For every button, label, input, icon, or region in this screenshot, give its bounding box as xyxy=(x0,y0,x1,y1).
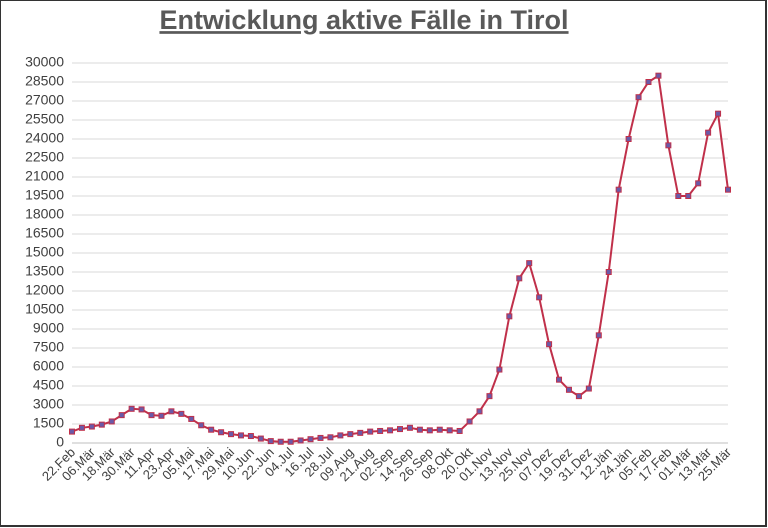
marker xyxy=(615,186,622,193)
marker xyxy=(138,406,145,413)
marker xyxy=(88,423,95,430)
marker xyxy=(476,408,483,415)
marker xyxy=(367,428,374,435)
marker xyxy=(247,433,254,440)
y-tick-label: 27000 xyxy=(25,92,64,108)
y-tick-label: 21000 xyxy=(25,168,64,184)
marker xyxy=(387,427,394,434)
marker xyxy=(357,429,364,436)
marker xyxy=(208,426,215,433)
marker xyxy=(317,434,324,441)
marker xyxy=(456,427,463,434)
marker xyxy=(148,412,155,419)
marker xyxy=(277,438,284,445)
marker xyxy=(466,418,473,425)
marker xyxy=(516,275,523,282)
marker xyxy=(496,366,503,373)
marker xyxy=(635,94,642,101)
marker xyxy=(128,405,135,412)
y-tick-label: 6000 xyxy=(33,358,64,374)
marker xyxy=(675,193,682,199)
y-tick-label: 30000 xyxy=(25,54,64,70)
marker xyxy=(228,431,235,438)
marker xyxy=(108,418,115,425)
marker xyxy=(397,426,403,433)
marker xyxy=(218,429,225,436)
marker xyxy=(715,110,722,117)
y-tick-label: 9000 xyxy=(33,320,64,336)
y-tick-label: 10500 xyxy=(25,301,64,317)
y-tick-label: 1500 xyxy=(33,415,64,431)
marker xyxy=(436,426,443,433)
y-tick-label: 19500 xyxy=(25,187,64,203)
marker xyxy=(426,427,433,434)
marker xyxy=(526,260,533,267)
marker xyxy=(78,424,85,431)
marker xyxy=(595,332,602,339)
y-tick-label: 18000 xyxy=(25,206,64,222)
marker xyxy=(237,432,244,439)
marker xyxy=(655,72,662,79)
marker xyxy=(725,186,731,193)
marker xyxy=(685,193,692,199)
marker xyxy=(625,136,632,142)
y-tick-label: 24000 xyxy=(25,130,64,146)
y-tick-label: 3000 xyxy=(33,396,64,412)
y-tick-label: 28500 xyxy=(25,73,64,89)
y-tick-label: 4500 xyxy=(33,377,64,393)
marker xyxy=(605,269,612,275)
y-tick-label: 25500 xyxy=(25,111,64,127)
marker xyxy=(585,385,592,392)
marker xyxy=(705,129,712,136)
marker xyxy=(506,313,513,320)
marker xyxy=(406,424,413,431)
marker xyxy=(575,393,582,400)
marker xyxy=(695,180,702,187)
marker xyxy=(645,79,652,85)
y-tick-label: 7500 xyxy=(33,339,64,355)
marker xyxy=(158,412,165,419)
marker xyxy=(347,431,354,438)
marker xyxy=(178,410,185,417)
marker xyxy=(536,294,543,301)
marker xyxy=(416,426,423,433)
y-tick-label: 22500 xyxy=(25,149,64,165)
marker xyxy=(168,408,175,415)
marker xyxy=(98,421,105,428)
marker xyxy=(377,427,384,434)
marker xyxy=(337,432,344,439)
marker xyxy=(69,428,75,435)
marker xyxy=(297,437,304,444)
marker xyxy=(287,438,294,445)
y-tick-label: 12000 xyxy=(25,282,64,298)
y-tick-label: 16500 xyxy=(25,225,64,241)
marker xyxy=(486,393,493,400)
marker xyxy=(257,435,264,442)
chart-title: Entwicklung aktive Fälle in Tirol xyxy=(159,5,568,35)
y-tick-label: 0 xyxy=(56,434,64,450)
marker xyxy=(556,376,563,383)
marker xyxy=(198,422,205,429)
marker xyxy=(188,415,195,422)
marker xyxy=(307,436,314,443)
marker xyxy=(565,386,572,393)
y-tick-label: 15000 xyxy=(25,244,64,260)
marker xyxy=(446,427,453,434)
y-tick-label: 13500 xyxy=(25,263,64,279)
marker xyxy=(546,341,553,348)
marker xyxy=(267,438,274,445)
marker xyxy=(665,142,672,149)
marker xyxy=(327,434,334,441)
marker xyxy=(118,412,125,419)
